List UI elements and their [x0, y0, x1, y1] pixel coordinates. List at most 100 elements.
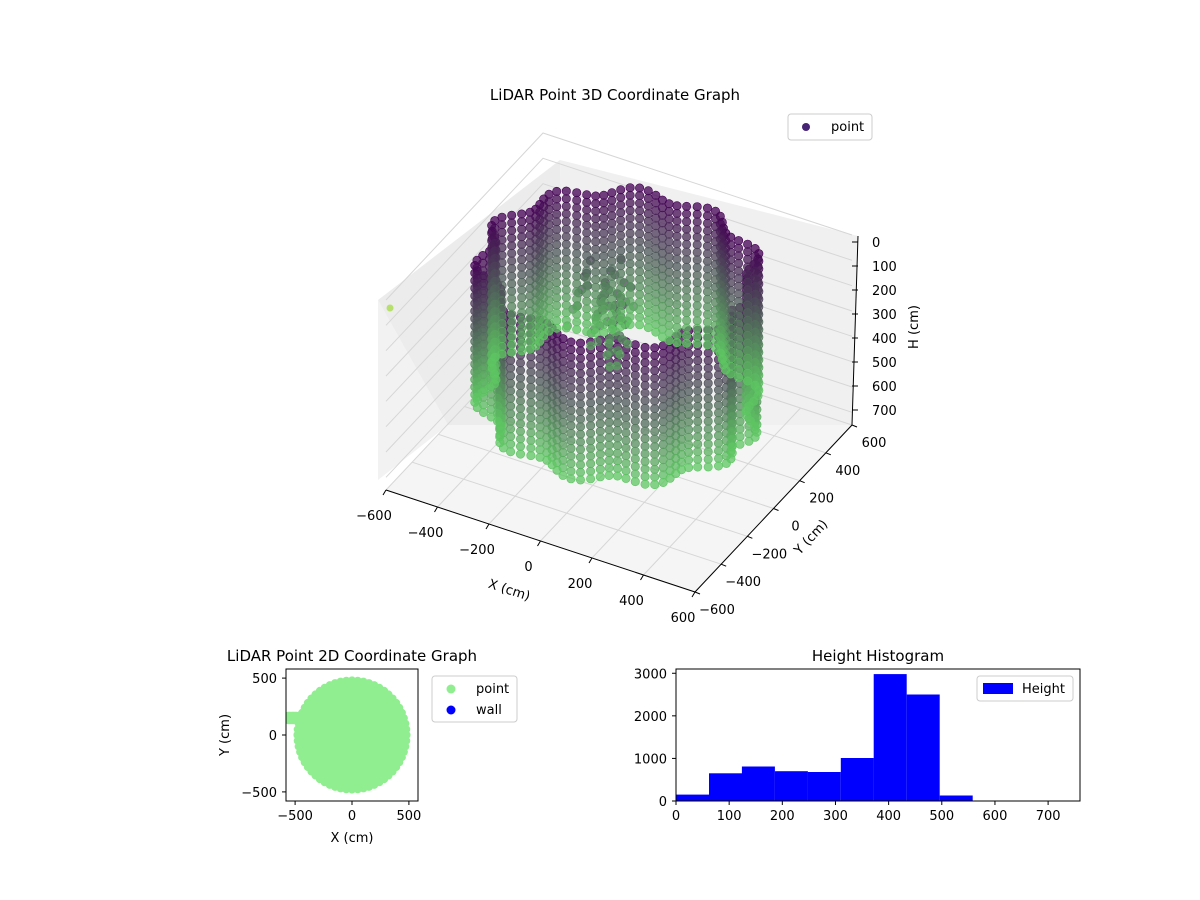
- scatter-point-3d: [684, 417, 694, 427]
- scatter-point-3d: [497, 250, 507, 260]
- scatter-point-3d: [630, 340, 640, 350]
- scatter-point-3d: [625, 190, 635, 200]
- y-tick-mark-3d: [773, 508, 779, 511]
- scatter-point-3d: [640, 396, 650, 406]
- scatter-point-3d: [750, 297, 760, 307]
- scatter-point-3d: [497, 235, 507, 245]
- scatter-point-3d: [734, 296, 744, 306]
- scatter-point-3d: [692, 255, 702, 265]
- scatter-point-3d: [640, 464, 650, 474]
- scatter-point-3d: [635, 221, 645, 231]
- scatter-point-2d: [402, 731, 411, 739]
- scatter-point-3d: [672, 330, 682, 340]
- scatter-point-3d: [692, 323, 702, 333]
- scatter-point-3d: [575, 376, 585, 386]
- scatter-point-3d: [713, 377, 723, 387]
- scatter-point-3d: [616, 253, 626, 263]
- x-tick-label-histogram: 600: [983, 809, 1008, 824]
- scatter-point-3d: [607, 302, 617, 312]
- scatter-point-3d: [572, 226, 582, 236]
- scatter-point-3d: [682, 270, 692, 280]
- scatter-point-3d: [558, 470, 568, 480]
- scatter-point-3d: [682, 247, 692, 257]
- scatter-point-3d: [586, 428, 596, 438]
- scatter-point-3d: [703, 363, 713, 373]
- scatter-point-3d: [586, 352, 596, 362]
- scatter-point-3d: [650, 350, 660, 360]
- scatter-point-3d: [625, 319, 635, 329]
- scatter-point-3d: [612, 387, 622, 397]
- scatter-point-3d: [586, 367, 596, 377]
- scatter-point-3d: [682, 239, 692, 249]
- scatter-point-3d: [672, 300, 682, 310]
- scatter-point-3d: [693, 363, 703, 373]
- scatter-point-3d: [625, 297, 635, 307]
- x-tick-label-3d: −400: [408, 526, 444, 541]
- scatter-point-3d: [575, 368, 585, 378]
- z-tick-label-3d: 400: [872, 332, 897, 347]
- scatter-point-3d: [604, 455, 614, 465]
- scatter-point-3d: [713, 423, 723, 433]
- scatter-point-3d: [526, 359, 536, 369]
- scatter-point-3d: [517, 315, 527, 325]
- z-axis-label-3d: H (cm): [907, 305, 922, 349]
- scatter-point-3d: [492, 416, 502, 426]
- scatter-point-3d: [643, 231, 653, 241]
- scatter-point-3d: [743, 308, 753, 318]
- scatter-point-3d: [635, 274, 645, 284]
- scatter-point-3d: [575, 353, 585, 363]
- histogram-bar: [939, 795, 973, 801]
- scatter-point-3d: [561, 308, 571, 318]
- scatter-point-3d: [517, 232, 527, 242]
- scatter-point-3d: [684, 425, 694, 435]
- scatter-point-3d: [682, 331, 692, 341]
- scatter-point-3d: [623, 339, 633, 349]
- scatter-point-3d: [544, 303, 554, 313]
- scatter-point-3d: [535, 422, 545, 432]
- scatter-point-3d: [702, 302, 712, 312]
- scatter-point-3d: [497, 258, 507, 268]
- scatter-point-3d: [552, 186, 562, 196]
- scatter-point-3d: [595, 396, 605, 406]
- scatter-point-3d: [544, 265, 554, 275]
- scatter-point-3d: [582, 205, 592, 215]
- scatter-point-3d: [750, 274, 760, 284]
- scatter-point-3d: [693, 439, 703, 449]
- scatter-point-3d: [743, 247, 753, 257]
- y-tick-label-3d: 600: [862, 436, 887, 451]
- scatter-point-3d: [572, 286, 582, 296]
- scatter-point-3d: [515, 441, 525, 451]
- scatter-point-3d: [607, 226, 617, 236]
- scatter-point-3d: [604, 448, 614, 458]
- legend-2d-label-wall: wall: [476, 703, 502, 718]
- scatter-point-3d: [586, 360, 596, 370]
- scatter-point-3d: [693, 454, 703, 464]
- scatter-point-3d: [713, 370, 723, 380]
- scatter-point-3d: [621, 420, 631, 430]
- scatter-point-3d: [607, 279, 617, 289]
- scatter-point-3d: [625, 274, 635, 284]
- scatter-point-3d: [643, 239, 653, 249]
- scatter-point-3d: [591, 214, 601, 224]
- scatter-point-3d: [599, 274, 609, 284]
- scatter-point-3d: [621, 367, 631, 377]
- scatter-point-3d: [672, 239, 682, 249]
- scatter-point-3d: [497, 296, 507, 306]
- scatter-point-3d: [582, 190, 592, 200]
- scatter-point-3d: [535, 369, 545, 379]
- scatter-point-3d: [713, 438, 723, 448]
- scatter-point-3d: [552, 209, 562, 219]
- scatter-point-3d: [582, 220, 592, 230]
- scatter-point-3d: [507, 233, 517, 243]
- scatter-point-3d: [507, 286, 517, 296]
- scatter-point-3d: [635, 267, 645, 277]
- scatter-point-3d: [750, 281, 760, 291]
- scatter-point-3d: [710, 343, 720, 353]
- scatter-point-3d: [743, 368, 753, 378]
- scatter-point-3d: [643, 300, 653, 310]
- scatter-point-3d: [586, 443, 596, 453]
- scatter-point-3d: [526, 352, 536, 362]
- scatter-point-3d: [743, 239, 753, 249]
- y-tick-label-3d: −600: [699, 603, 735, 618]
- scatter-point-3d: [486, 397, 496, 407]
